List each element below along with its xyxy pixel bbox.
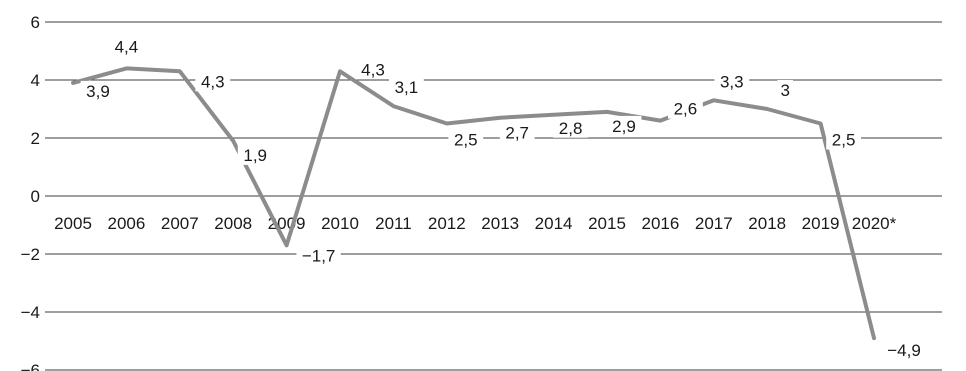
y-tick-label: −6 bbox=[21, 361, 40, 371]
data-label: 1,9 bbox=[243, 146, 267, 165]
x-tick-label: 2014 bbox=[535, 214, 573, 233]
data-label-background bbox=[448, 129, 484, 150]
y-tick-label: 4 bbox=[31, 71, 40, 90]
y-tick-label: 2 bbox=[31, 129, 40, 148]
data-label-background bbox=[195, 71, 231, 92]
x-tick-label: 2012 bbox=[428, 214, 466, 233]
x-tick-label: 2019 bbox=[802, 214, 840, 233]
data-label: 4,3 bbox=[361, 60, 385, 79]
x-tick-label: 2010 bbox=[321, 214, 359, 233]
data-label-background bbox=[668, 98, 703, 119]
gridlines bbox=[45, 21, 942, 371]
y-tick-label: 0 bbox=[31, 187, 40, 206]
data-label: 2,9 bbox=[612, 117, 636, 136]
x-tick-label: 2007 bbox=[161, 214, 199, 233]
y-axis-ticks: 6 4 2 0 −2 −4 −6 bbox=[21, 13, 40, 371]
y-tick-label: −2 bbox=[21, 245, 40, 264]
x-tick-label: 2013 bbox=[481, 214, 519, 233]
data-label: 2,6 bbox=[674, 100, 698, 119]
data-label: 3,9 bbox=[86, 82, 110, 101]
x-axis-ticks: 2005 2006 2007 2008 2009 2010 2011 2012 2013 2014… bbox=[54, 214, 897, 233]
data-label-background bbox=[389, 77, 424, 98]
x-tick-label: 2008 bbox=[214, 214, 252, 233]
data-labels: 3,9 4,4 4,3 1,9 −1,7 4,3 3,1 2,5 2,7 2,8 2,9 2,6 3,3… bbox=[80, 36, 927, 361]
data-label: −4,9 bbox=[887, 341, 921, 360]
x-tick-label: 2018 bbox=[748, 214, 786, 233]
x-tick-label: 2016 bbox=[641, 214, 679, 233]
data-label: 3,3 bbox=[720, 72, 744, 91]
data-label: 3,1 bbox=[395, 78, 419, 97]
data-label-background bbox=[826, 129, 861, 150]
data-label: 4,4 bbox=[115, 37, 139, 56]
data-label-background bbox=[237, 144, 273, 165]
data-label: 2,5 bbox=[454, 131, 478, 150]
x-tick-label: 2017 bbox=[695, 214, 733, 233]
series-lines bbox=[71, 66, 876, 341]
data-label-background bbox=[80, 80, 116, 101]
data-label-background bbox=[606, 115, 642, 136]
data-label: 3 bbox=[780, 81, 789, 100]
data-label-background bbox=[714, 71, 750, 92]
data-label-background bbox=[109, 36, 144, 57]
data-label: 2,5 bbox=[832, 131, 856, 150]
data-label: 2,8 bbox=[559, 119, 583, 138]
data-label: 2,7 bbox=[505, 124, 529, 143]
data-label-background bbox=[777, 80, 793, 100]
data-label: 4,3 bbox=[201, 72, 225, 91]
y-tick-label: 6 bbox=[31, 13, 40, 32]
data-label-background bbox=[355, 59, 391, 80]
x-tick-label: 2015 bbox=[588, 214, 626, 233]
data-label-background bbox=[499, 122, 535, 143]
data-label: −1,7 bbox=[302, 246, 336, 265]
data-label-background bbox=[553, 117, 588, 138]
y-tick-label: −4 bbox=[21, 303, 40, 322]
x-tick-label: 2005 bbox=[54, 214, 92, 233]
series-line bbox=[71, 66, 876, 341]
data-label-background bbox=[296, 245, 341, 266]
x-tick-label: 2020* bbox=[852, 214, 897, 233]
data-label-background bbox=[881, 340, 927, 361]
x-tick-label: 2006 bbox=[107, 214, 145, 233]
x-tick-label: 2011 bbox=[375, 214, 412, 233]
